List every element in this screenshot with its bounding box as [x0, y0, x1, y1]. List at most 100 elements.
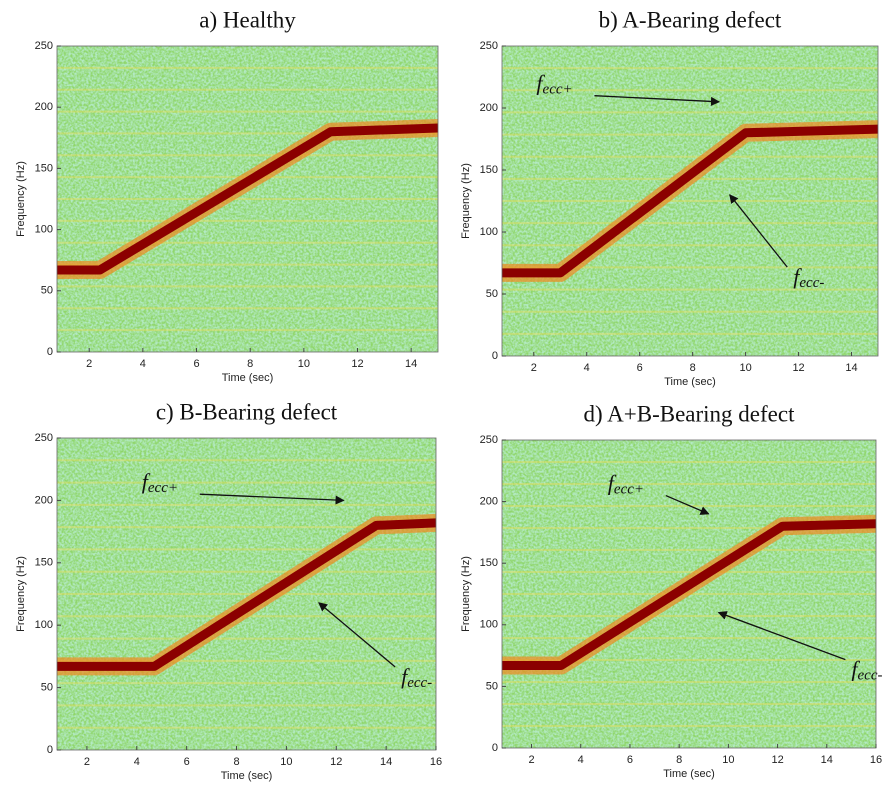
- x-tick-label: 12: [330, 756, 342, 768]
- annotation-arrow: [318, 602, 396, 668]
- x-tick-label: 2: [528, 754, 534, 766]
- x-tick-label: 12: [771, 754, 783, 766]
- annotation-text: fecc-: [793, 264, 824, 291]
- x-tick-label: 2: [531, 362, 537, 374]
- panel: 2 4 6 8 10 12 14 0 50 100 150 200 250 Time (sec) Frequ…: [460, 7, 879, 388]
- plot-frame: [501, 439, 877, 749]
- y-tick-label: 50: [486, 680, 498, 692]
- y-tick-label: 250: [35, 432, 53, 444]
- x-tick-label: 12: [792, 362, 804, 374]
- annotation-subscript: ecc+: [543, 82, 573, 98]
- y-tick-label: 250: [480, 434, 498, 446]
- x-tick-label: 4: [578, 754, 584, 766]
- x-tick-label: 6: [637, 362, 643, 374]
- annotation-arrow: [717, 611, 846, 661]
- x-tick-label: 6: [627, 754, 633, 766]
- y-tick-label: 50: [41, 285, 53, 297]
- panel-title: c) B-Bearing defect: [156, 399, 338, 424]
- y-axis-label: Frequency (Hz): [460, 163, 472, 239]
- x-tick-label: 10: [298, 358, 310, 370]
- x-tick-label: 16: [870, 754, 882, 766]
- x-tick-label: 4: [584, 362, 590, 374]
- x-tick-label: 4: [140, 358, 146, 370]
- panel: 2 4 6 8 10 12 14 0 50 100 150 200 250 Time (sec) Frequ…: [15, 7, 439, 384]
- y-axis-label: Frequency (Hz): [460, 556, 472, 632]
- panel-title: b) A-Bearing defect: [599, 7, 782, 32]
- plot-area: [502, 46, 878, 356]
- spectrogram-noise: [57, 46, 438, 352]
- x-axis-label: Time (sec): [222, 372, 274, 384]
- y-tick-label: 100: [35, 619, 53, 631]
- y-tick-label: 150: [35, 557, 53, 569]
- annotation-subscript: ecc+: [148, 481, 178, 497]
- y-tick-label: 0: [47, 744, 53, 756]
- annotation-arrow: [665, 494, 710, 515]
- annotation-arrow: [199, 493, 345, 505]
- y-tick-label: 50: [486, 288, 498, 300]
- y-tick-label: 100: [480, 226, 498, 238]
- annotation-symbol: f: [536, 71, 545, 96]
- annotation-subscript: ecc-: [407, 675, 432, 691]
- y-tick-label: 200: [480, 102, 498, 114]
- y-tick-label: 250: [480, 40, 498, 52]
- x-tick-label: 8: [690, 362, 696, 374]
- y-tick-label: 50: [41, 682, 53, 694]
- x-tick-label: 6: [184, 756, 190, 768]
- y-tick-label: 250: [35, 40, 53, 52]
- ridge-line: [57, 123, 438, 275]
- annotation-symbol: f: [793, 264, 802, 289]
- plot-frame: [56, 45, 439, 353]
- x-tick-label: 10: [280, 756, 292, 768]
- spectrogram-noise: [502, 46, 878, 356]
- annotation-subscript: ecc+: [614, 482, 644, 498]
- x-tick-label: 2: [84, 756, 90, 768]
- y-tick-label: 0: [492, 350, 498, 362]
- y-tick-label: 100: [35, 224, 53, 236]
- x-axis-label: Time (sec): [221, 770, 273, 782]
- panel-title: d) A+B-Bearing defect: [584, 401, 796, 426]
- annotation-symbol: f: [608, 471, 617, 496]
- plot-area: [57, 46, 438, 352]
- y-tick-label: 200: [35, 101, 53, 113]
- x-tick-label: 2: [86, 358, 92, 370]
- y-axis-label: Frequency (Hz): [15, 556, 27, 632]
- annotation-text: fecc-: [401, 664, 432, 691]
- ridge-line: [502, 519, 876, 670]
- annotation-subscript: ecc-: [858, 668, 882, 684]
- y-tick-label: 150: [35, 162, 53, 174]
- annotation-text: fecc-: [851, 657, 882, 684]
- x-tick-label: 16: [430, 756, 442, 768]
- annotation-text: fecc+: [142, 469, 178, 496]
- annotation-subscript: ecc-: [799, 276, 824, 292]
- annotation-text: fecc+: [608, 471, 644, 498]
- ridge-line: [57, 518, 436, 671]
- y-tick-label: 150: [480, 164, 498, 176]
- x-tick-label: 14: [845, 362, 857, 374]
- y-tick-label: 200: [35, 494, 53, 506]
- x-tick-label: 10: [722, 754, 734, 766]
- panel: 2 4 6 8 10 12 14 16 0 50 100 150 200 250 Time (sec) Fre…: [460, 401, 882, 780]
- plot-area: [57, 438, 436, 750]
- y-tick-label: 100: [480, 619, 498, 631]
- y-tick-label: 0: [492, 742, 498, 754]
- annotation-arrow: [729, 194, 788, 268]
- plot-area: [502, 440, 876, 748]
- x-axis-label: Time (sec): [663, 768, 715, 780]
- annotation-text: fecc+: [536, 71, 572, 98]
- x-tick-label: 14: [405, 358, 417, 370]
- annotation-symbol: f: [142, 469, 151, 494]
- x-axis-label: Time (sec): [664, 376, 716, 388]
- x-tick-label: 12: [351, 358, 363, 370]
- x-tick-label: 6: [193, 358, 199, 370]
- panel-title: a) Healthy: [199, 7, 296, 32]
- y-tick-label: 0: [47, 346, 53, 358]
- x-tick-label: 14: [821, 754, 833, 766]
- annotation-symbol: f: [851, 657, 860, 682]
- panel: 2 4 6 8 10 12 14 16 0 50 100 150 200 250 Time (sec) Fre…: [15, 399, 442, 782]
- plot-frame: [56, 437, 437, 751]
- spectrogram-noise: [57, 438, 436, 750]
- x-tick-label: 8: [233, 756, 239, 768]
- x-tick-label: 10: [739, 362, 751, 374]
- x-tick-label: 14: [380, 756, 392, 768]
- y-tick-label: 150: [480, 557, 498, 569]
